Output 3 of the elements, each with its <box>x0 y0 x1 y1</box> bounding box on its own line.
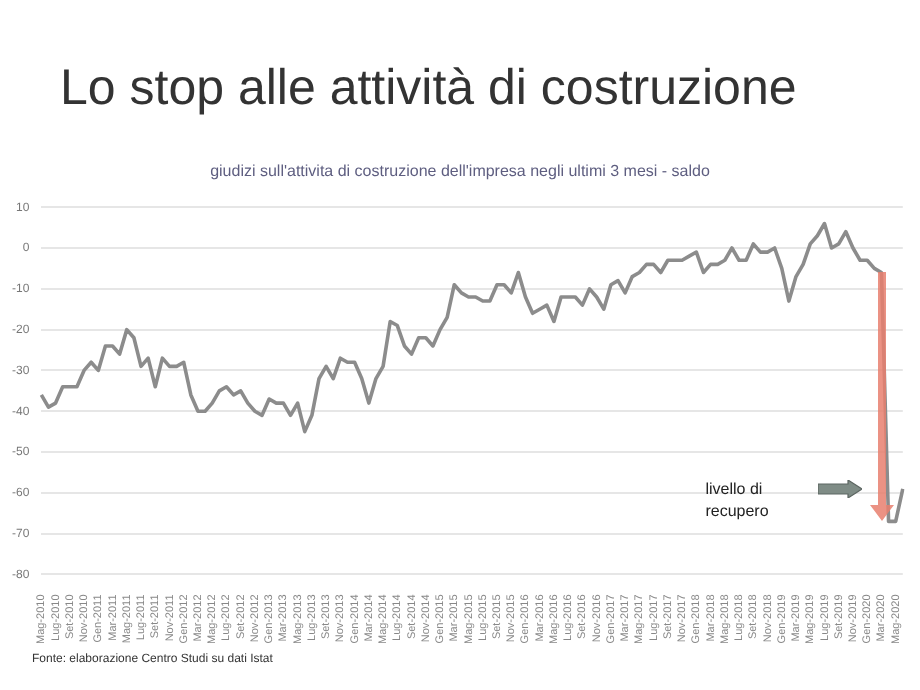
annotation: livello di recupero <box>705 477 771 522</box>
chart-subtitle: giudizi sull'attivita di costruzione dell'impresa negli ultimi 3 mesi - saldo <box>208 162 712 180</box>
chart-title: Lo stop alle attività di costruzione <box>60 60 797 118</box>
